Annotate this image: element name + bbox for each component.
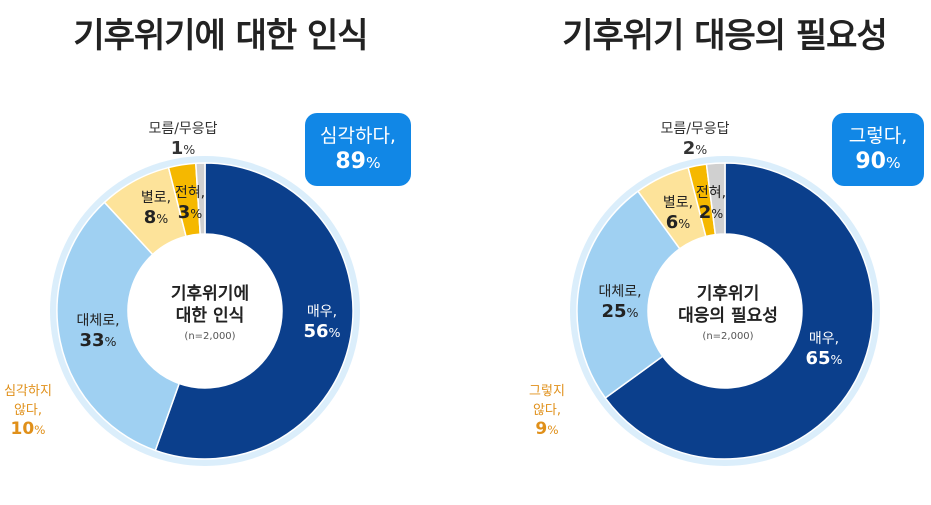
center-title-line-1: 기후위기 bbox=[696, 284, 760, 304]
group-label-negative: 그렇지 않다, 9% bbox=[529, 384, 565, 439]
slice-label-not-at-all: 전혀, 2% bbox=[695, 185, 727, 223]
chart-title: 기후위기 대응의 필요성 bbox=[562, 16, 887, 56]
center-title-line-1: 기후위기에 bbox=[170, 284, 250, 304]
slice-label-very: 매우, 56% bbox=[303, 304, 341, 342]
slice-label-not-much: 별로, 8% bbox=[140, 190, 172, 228]
donut-hole bbox=[128, 234, 282, 388]
slice-label-mostly: 대체로, 33% bbox=[76, 313, 120, 351]
center-title-line-2: 대한 인식 bbox=[175, 306, 245, 326]
slice-label-very: 매우, 65% bbox=[805, 331, 843, 369]
donut-center-label: 기후위기 대응의 필요성 (n=2,000) bbox=[658, 283, 798, 342]
center-title-line-2: 대응의 필요성 bbox=[678, 306, 778, 326]
donut-hole bbox=[648, 234, 802, 388]
group-badge-label: 그렇다, bbox=[848, 125, 908, 147]
group-badge-positive: 그렇다, 90% bbox=[832, 113, 924, 186]
group-badge-positive: 심각하다, 89% bbox=[305, 113, 411, 186]
group-badge-value: 89% bbox=[335, 149, 381, 174]
sample-size-note: (n=2,000) bbox=[184, 331, 236, 342]
donut-center-label: 기후위기에 대한 인식 (n=2,000) bbox=[140, 283, 280, 342]
donut-chart-awareness bbox=[50, 156, 360, 466]
chart-panel-awareness: 기후위기에 대한 인식 기후위기에 대한 인식 (n=2,000) 심각하다, … bbox=[0, 0, 465, 505]
group-label-negative: 심각하지 않다, 10% bbox=[4, 384, 52, 439]
slice-label-mostly: 대체로, 25% bbox=[598, 284, 642, 322]
chart-panel-necessity: 기후위기 대응의 필요성 기후위기 대응의 필요성 (n=2,000) 그렇다,… bbox=[466, 0, 931, 505]
slice-label-dont-know: 모름/무응답 2% bbox=[660, 121, 730, 159]
slice-label-not-much: 별로, 6% bbox=[662, 195, 694, 233]
sample-size-note: (n=2,000) bbox=[702, 331, 754, 342]
slice-label-dont-know: 모름/무응답 1% bbox=[148, 121, 218, 159]
group-badge-value: 90% bbox=[855, 149, 901, 174]
group-badge-label: 심각하다, bbox=[320, 125, 396, 147]
donut-chart-necessity bbox=[570, 156, 880, 466]
chart-title: 기후위기에 대한 인식 bbox=[73, 16, 368, 56]
slice-label-not-at-all: 전혀, 3% bbox=[174, 185, 206, 223]
